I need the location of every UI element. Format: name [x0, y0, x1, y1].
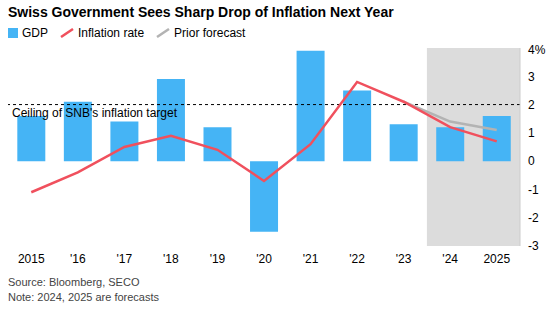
svg-text:-3: -3 [528, 239, 539, 253]
svg-text:4%: 4% [528, 43, 546, 57]
html-text:Swiss Government Sees Sharp Dr: Swiss Government Sees Sharp Drop of Infl… [8, 4, 394, 20]
svg-text:-1: -1 [528, 183, 539, 197]
svg-text:2: 2 [528, 98, 535, 112]
svg-text:'20: '20 [256, 252, 272, 266]
html-text:Source: Bloomberg, SECO: Source: Bloomberg, SECO [8, 276, 140, 288]
svg-text:'18: '18 [163, 252, 179, 266]
svg-text:'24: '24 [442, 252, 458, 266]
svg-text:0: 0 [528, 154, 535, 168]
svg-text:'17: '17 [117, 252, 133, 266]
svg-text:'22: '22 [349, 252, 365, 266]
svg-text:'16: '16 [70, 252, 86, 266]
html-text:Note: 2024, 2025 are forecasts: Note: 2024, 2025 are forecasts [8, 291, 159, 303]
svg-text:2015: 2015 [18, 252, 45, 266]
svg-text:1: 1 [528, 126, 535, 140]
svg-text:Ceiling of SNB's inflation tar: Ceiling of SNB's inflation target [12, 106, 178, 120]
html-text:Prior forecast: Prior forecast [174, 26, 246, 40]
svg-text:'19: '19 [210, 252, 226, 266]
svg-text:'23: '23 [396, 252, 412, 266]
svg-text:'21: '21 [303, 252, 319, 266]
html-text:GDP: GDP [22, 26, 48, 40]
html-text:Inflation rate: Inflation rate [78, 26, 145, 40]
svg-text:-2: -2 [528, 211, 539, 225]
svg-text:3: 3 [528, 70, 535, 84]
svg-text:2025: 2025 [483, 252, 510, 266]
